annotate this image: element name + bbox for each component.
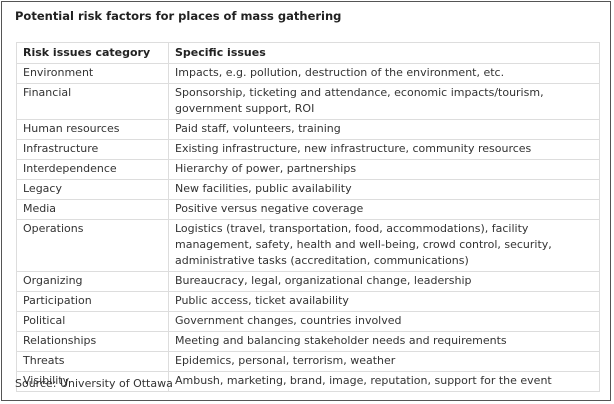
table-row: Participation Public access, ticket avail… (16, 291, 600, 312)
issues-cell: Government changes, countries involved (168, 311, 600, 332)
issues-cell: Impacts, e.g. pollution, destruction of … (168, 63, 600, 84)
category-cell: Operations (16, 219, 169, 272)
table-row: Human resources Paid staff, volunteers, t… (16, 119, 600, 140)
category-cell: Human resources (16, 119, 169, 140)
issues-cell: Positive versus negative coverage (168, 199, 600, 220)
table-row: Media Positive versus negative coverage (16, 199, 600, 220)
risk-table: Risk issues category Specific issues Envi… (16, 42, 600, 392)
table-row: Organizing Bureaucracy, legal, organizati… (16, 271, 600, 292)
table-row: Relationships Meeting and balancing stake… (16, 331, 600, 352)
table-row: Financial Sponsorship, ticketing and atte… (16, 83, 600, 120)
category-cell: Relationships (16, 331, 169, 352)
issues-cell: Logistics (travel, transportation, food,… (168, 219, 600, 272)
category-cell: Organizing (16, 271, 169, 292)
issues-cell: Bureaucracy, legal, organizational chang… (168, 271, 600, 292)
category-cell: Legacy (16, 179, 169, 200)
category-cell: Participation (16, 291, 169, 312)
issues-cell: Ambush, marketing, brand, image, reputat… (168, 371, 600, 392)
category-cell: Threats (16, 351, 169, 372)
table-row: Legacy New facilities, public availabilit… (16, 179, 600, 200)
issues-cell: Public access, ticket availability (168, 291, 600, 312)
issues-cell: Hierarchy of power, partnerships (168, 159, 600, 180)
issues-cell: Existing infrastructure, new infrastruct… (168, 139, 600, 160)
table-row: Environment Impacts, e.g. pollution, dest… (16, 63, 600, 84)
issues-cell: Meeting and balancing stakeholder needs … (168, 331, 600, 352)
issues-cell: Epidemics, personal, terrorism, weather (168, 351, 600, 372)
header-cell: Risk issues category (16, 42, 169, 64)
issues-cell: Paid staff, volunteers, training (168, 119, 600, 140)
table-row: Visibility Ambush, marketing, brand, imag… (16, 371, 600, 392)
category-cell: Media (16, 199, 169, 220)
category-cell: Infrastructure (16, 139, 169, 160)
table-row: Threats Epidemics, personal, terrorism, w… (16, 351, 600, 372)
category-cell: Interdependence (16, 159, 169, 180)
header-row: Risk issues category Specific issues (16, 42, 600, 64)
title: Potential risk factors for places of mas… (15, 9, 342, 23)
table-row: Political Government changes, countries i… (16, 311, 600, 332)
table-row: Operations Logistics (travel, transportat… (16, 219, 600, 272)
category-cell: Financial (16, 83, 169, 120)
issues-cell: Sponsorship, ticketing and attendance, e… (168, 83, 600, 120)
source: Source: University of Ottawa (15, 377, 173, 390)
category-cell: Political (16, 311, 169, 332)
issues-cell: New facilities, public availability (168, 179, 600, 200)
table-row: Infrastructure Existing infrastructure, n… (16, 139, 600, 160)
table-body: Environment Impacts, e.g. pollution, dest… (16, 63, 600, 392)
header-cell: Specific issues (168, 42, 600, 64)
category-cell: Environment (16, 63, 169, 84)
category-cell: Visibility (16, 371, 169, 392)
table-row: Interdependence Hierarchy of power, partn… (16, 159, 600, 180)
